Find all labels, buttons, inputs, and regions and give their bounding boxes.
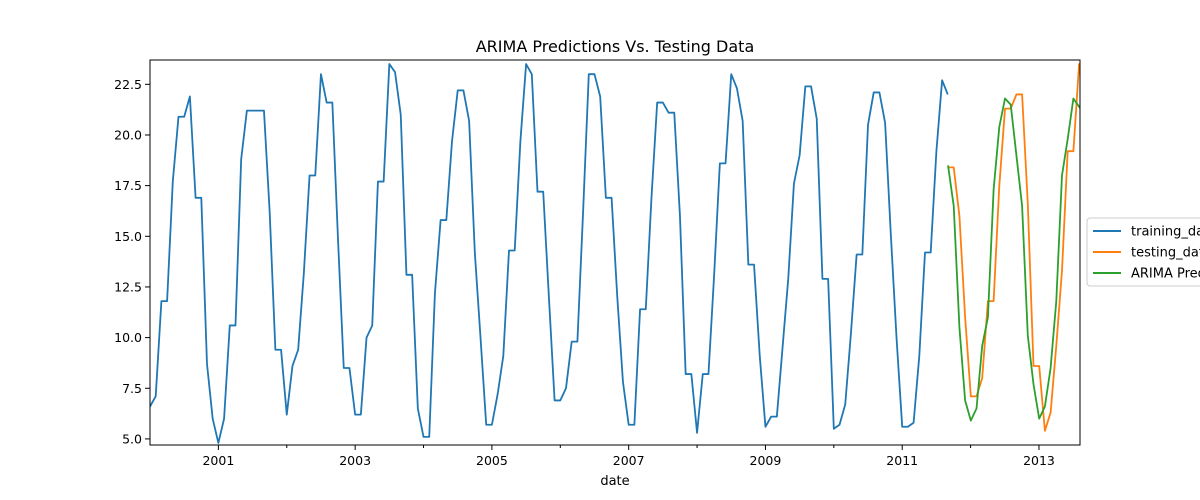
x-tick-label: 2001 bbox=[202, 453, 234, 468]
y-tick-label: 15.0 bbox=[114, 229, 142, 244]
x-tick-label: 2013 bbox=[1023, 453, 1055, 468]
legend-label: testing_data bbox=[1131, 246, 1200, 261]
chart-title: ARIMA Predictions Vs. Testing Data bbox=[476, 37, 755, 56]
plot-area bbox=[149, 59, 1081, 446]
y-tick-label: 5.0 bbox=[122, 431, 142, 446]
legend-box bbox=[1086, 217, 1200, 287]
series-line-testing-data bbox=[948, 63, 1080, 432]
series-line-arima-predictions bbox=[947, 97, 1080, 422]
x-tick-label: 2005 bbox=[476, 453, 508, 468]
x-tick-label: 2007 bbox=[613, 453, 645, 468]
x-tick-label: 2003 bbox=[339, 453, 371, 468]
y-tick-label: 22.5 bbox=[114, 77, 142, 92]
y-tick-label: 7.5 bbox=[122, 381, 142, 396]
x-tick-label: 2011 bbox=[886, 453, 918, 468]
x-axis-label: date bbox=[600, 474, 629, 489]
legend-label: training_data bbox=[1131, 225, 1200, 240]
x-axis: 2001 2003 2005 2007 2009 2011 2013 bbox=[202, 445, 1055, 468]
y-tick-label: 10.0 bbox=[114, 330, 142, 345]
y-tick-label: 17.5 bbox=[114, 178, 142, 193]
plot-frame bbox=[149, 59, 1081, 446]
y-tick-label: 12.5 bbox=[114, 279, 142, 294]
x-tick-label: 2009 bbox=[750, 453, 782, 468]
series-line-training-data bbox=[150, 63, 949, 444]
y-axis: 5.0 7.5 10.0 12.5 15.0 17.5 20.0 22.5 bbox=[114, 77, 150, 446]
y-tick-label: 20.0 bbox=[114, 127, 142, 142]
legend-label: ARIMA Predictions bbox=[1131, 267, 1200, 282]
legend: training_data testing_data ARIMA Predictio… bbox=[1086, 217, 1200, 287]
